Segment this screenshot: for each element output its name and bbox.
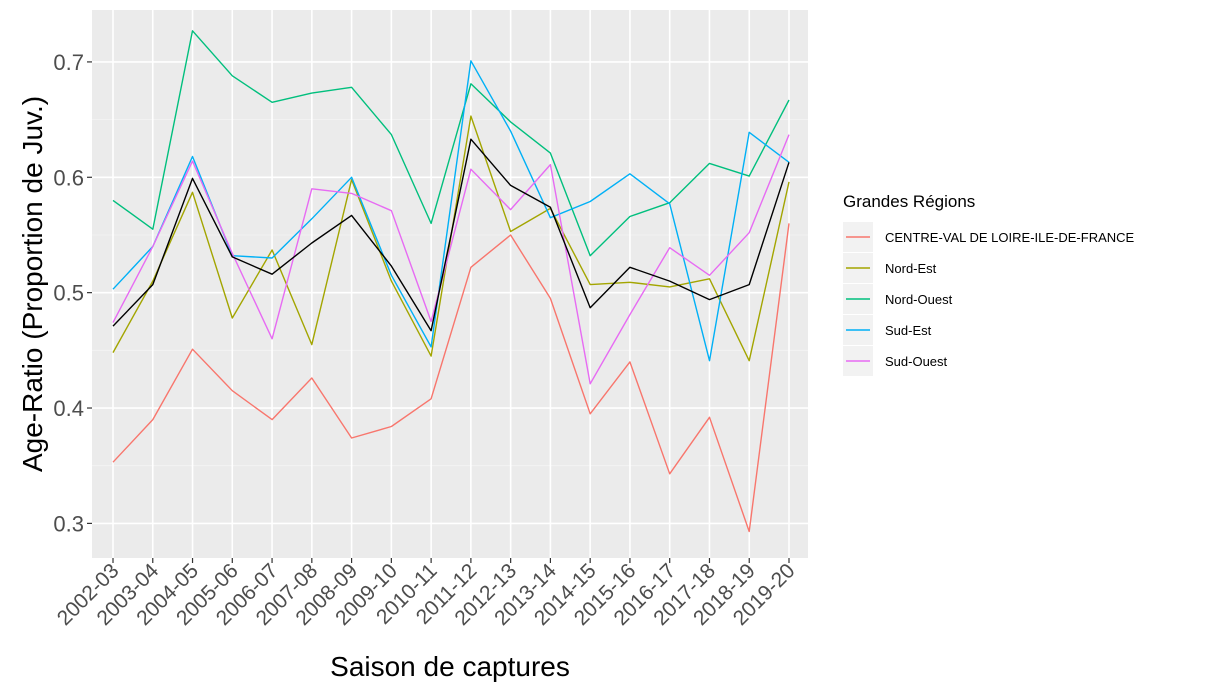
legend-label: Nord-Est	[885, 261, 937, 276]
x-axis: 2002-032003-042004-052005-062006-072007-…	[53, 558, 800, 630]
series-line-centre-val-de-loire-ile-de-france	[112, 223, 790, 533]
y-axis: 0.3 0.4 0.5 0.6 0.7	[53, 50, 92, 536]
y-tick-label: 0.3	[53, 511, 84, 536]
y-tick-label: 0.4	[53, 396, 84, 421]
y-tick-label: 0.6	[53, 165, 84, 190]
grid	[92, 10, 808, 558]
x-axis-title: Saison de captures	[330, 651, 570, 682]
legend-label: Nord-Ouest	[885, 292, 953, 307]
legend-label: Sud-Est	[885, 323, 932, 338]
legend-label: CENTRE-VAL DE LOIRE-ILE-DE-FRANCE	[885, 230, 1135, 245]
series-line-overall	[112, 138, 790, 332]
y-tick-label: 0.7	[53, 50, 84, 75]
legend-title: Grandes Régions	[843, 192, 975, 211]
y-tick-label: 0.5	[53, 281, 84, 306]
legend: Grandes Régions CENTRE-VAL DE LOIRE-ILE-…	[843, 192, 1135, 376]
legend-label: Sud-Ouest	[885, 354, 948, 369]
y-axis-title: Age-Ratio (Proportion de Juv.)	[17, 96, 48, 472]
series-lines	[112, 30, 790, 533]
series-line-sud-ouest	[112, 134, 790, 385]
series-line-nord-ouest	[112, 30, 790, 257]
panel-background	[92, 10, 808, 558]
